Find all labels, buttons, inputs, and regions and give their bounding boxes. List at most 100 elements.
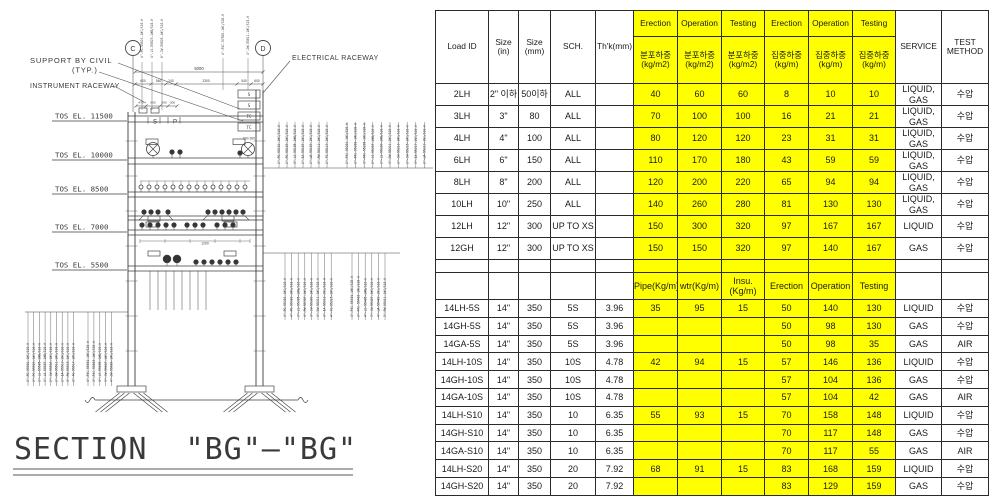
- pipe-small: [146, 184, 152, 190]
- base-hatch: [233, 392, 258, 413]
- table-cell: 6.35: [595, 441, 634, 461]
- table-cell: AIR: [941, 441, 989, 461]
- table-cell: 120: [633, 171, 678, 194]
- table-cell: 159: [852, 476, 896, 496]
- table-cell: 35: [633, 299, 678, 318]
- table-cell: 350: [518, 299, 551, 318]
- pipe-tag: 2"-FG-55113-1WC/S10-H: [325, 125, 329, 164]
- leader-line: [262, 60, 291, 94]
- table-cell: 80: [518, 105, 551, 128]
- table-cell: 65: [764, 171, 809, 194]
- drawing-generated: S S TC TC 4"-PG-55021-1WC/S10-H 4"-LS-55023-1…: [13, 14, 433, 476]
- table-cell: 50이하: [518, 83, 551, 106]
- table-cell: [633, 476, 678, 496]
- table-row: 14LH-S10 14" 350 10 6.35 55 93 15 70 158 148 LIQUID…: [435, 405, 989, 425]
- table-cell: [721, 476, 765, 496]
- table-cell: 3.96: [595, 299, 634, 318]
- base-hatch: [133, 392, 158, 413]
- table-cell: 140: [633, 193, 678, 216]
- table-cell: [595, 127, 634, 150]
- table-cell: [633, 334, 678, 354]
- table-cell: 14": [488, 459, 519, 478]
- table-cell: 150: [633, 215, 678, 238]
- base-hatch: [228, 392, 253, 413]
- raceway-box-label: S: [248, 103, 251, 108]
- table-cell: GAS: [895, 316, 942, 336]
- tag-box: [221, 215, 235, 222]
- table-cell: 수압: [941, 127, 989, 150]
- table-cell: 300: [518, 215, 551, 238]
- dim-seg: 540: [156, 79, 162, 83]
- pipe-tag: 4"-LS-55023-1WB/S10-H: [150, 19, 154, 58]
- tag-box: [147, 250, 161, 257]
- mid-header-cell: Pipe(Kg/m): [633, 272, 678, 300]
- table-cell: 10: [550, 405, 596, 425]
- pipe-tag: 3"-LS-55105-1WB/S10-H: [293, 125, 297, 164]
- pipe-tag: 4"-PG-55303-1WC/S10-H: [290, 278, 294, 317]
- drawing-line: [164, 82, 168, 86]
- table-cell: 12LH: [435, 215, 489, 238]
- table-row: 4LH 4" 100 ALL 80 120 120 23 31 31 LIQUID, GAS 수압: [435, 127, 989, 150]
- table-row: 6LH 6" 150 ALL 110 170 180 43 59 59 LIQUID, GAS 수압: [435, 149, 989, 172]
- pipe-small: [226, 184, 232, 190]
- table-cell: 200: [677, 171, 722, 194]
- table-cell: [595, 149, 634, 172]
- pipe-small: [178, 184, 184, 190]
- header-load-unit: 집중하중 (kg/m): [764, 36, 809, 84]
- pipe-tag: 3"-PW-55411-1WC/S10-H: [383, 278, 387, 317]
- table-cell: 21: [852, 105, 896, 128]
- drawing-line: [148, 144, 158, 154]
- table-cell: 120: [677, 127, 722, 150]
- table-row: 14GH-S10 14" 350 10 6.35 70 117 148 GAS 수압: [435, 423, 989, 443]
- dim-seg: 600: [254, 79, 260, 83]
- raceway-box: [237, 100, 261, 110]
- dim-seg: 2300: [202, 79, 210, 83]
- base-hatch: [143, 392, 168, 413]
- table-cell: 15: [721, 352, 765, 372]
- header-load-case: Erection: [633, 10, 678, 37]
- table-cell: 300: [518, 237, 551, 260]
- spacer-cell: [488, 259, 519, 273]
- mid-header-cell: Operation: [808, 272, 853, 300]
- dim-el7000: 1200: [201, 242, 209, 246]
- mid-header-cell: Erection: [764, 272, 809, 300]
- table-cell: [595, 105, 634, 128]
- grid-bubble-c-label: C: [130, 44, 135, 53]
- table-cell: LIQUID, GAS: [895, 83, 942, 106]
- table-cell: 50: [764, 316, 809, 336]
- table-cell: 수압: [941, 476, 989, 496]
- table-cell: 21: [808, 105, 853, 128]
- mid-header-blank: [518, 272, 551, 300]
- table-cell: 83: [764, 459, 809, 478]
- table-cell: 50: [764, 334, 809, 354]
- table-cell: [721, 316, 765, 336]
- spacer-cell: [895, 259, 942, 273]
- table-cell: [677, 423, 722, 443]
- table-cell: 42: [852, 387, 896, 407]
- table-cell: 94: [852, 171, 896, 194]
- drawing-line: [261, 70, 265, 74]
- mid-header-cell: Insu.(Kg/m): [721, 272, 765, 300]
- drawing-line: [261, 82, 265, 86]
- tag-box: [223, 250, 237, 257]
- pipe-tag: 4"-DW-55311-1WC/S10-H: [316, 278, 320, 317]
- table-cell: ALL: [550, 83, 596, 106]
- pipe-tag: 3"-CW-55407-1WC/S10-H: [370, 278, 374, 317]
- mid-header-blank: [488, 272, 519, 300]
- table-row: 14GH-5S 14" 350 5S 3.96 50 98 130 GAS 수압: [435, 316, 989, 336]
- table-cell: 14": [488, 423, 519, 443]
- instrument-tray: [150, 107, 160, 114]
- header-load-unit: 분포하중 (kg/m2): [633, 36, 678, 84]
- table-cell: 57: [764, 370, 809, 389]
- table-cell: 4.78: [595, 387, 634, 407]
- table-cell: 350: [518, 387, 551, 407]
- mid-header-cell: wtr(Kg/m): [677, 272, 722, 300]
- table-cell: 93: [677, 405, 722, 425]
- table-cell: 80: [633, 127, 678, 150]
- table-cell: 2" 이하: [488, 83, 519, 106]
- pipe-tag: 2"-IA-55107-1NC/S10-H: [301, 125, 305, 164]
- spacer-cell: [764, 259, 809, 273]
- base-plate: [116, 385, 147, 393]
- table-cell: 129: [808, 476, 853, 496]
